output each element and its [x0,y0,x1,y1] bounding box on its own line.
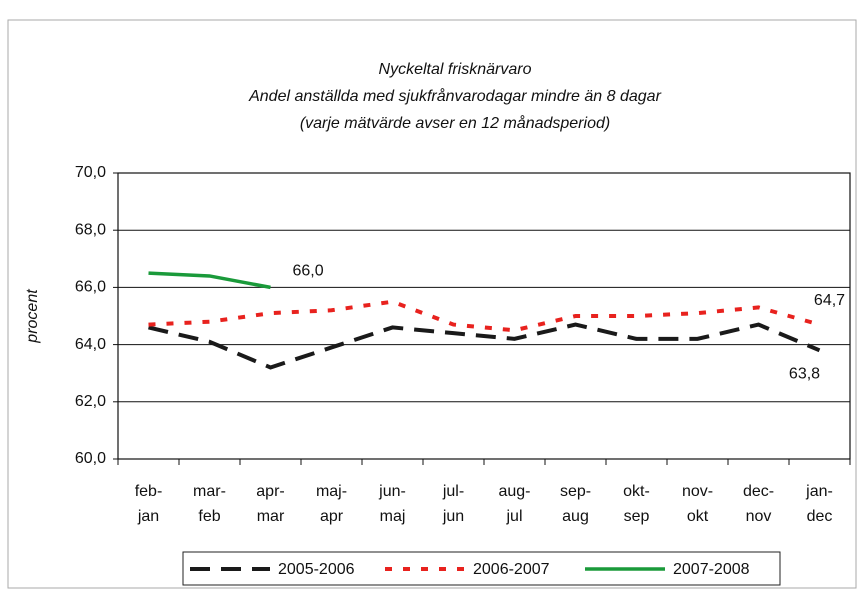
legend-label: 2007-2008 [673,561,750,578]
x-tick-label: jun- maj [379,483,406,525]
legend-box [182,551,781,586]
x-tick-label: aug- jul [498,483,531,525]
series-line [148,271,271,290]
x-tick-label: nov- okt [681,483,714,525]
chart-note: (varje mätvärde avser en 12 månadsperiod… [300,114,610,132]
y-tick-label: 64,0 [75,336,106,353]
series-line [148,322,821,370]
y-axis-label: procent [24,289,41,344]
x-tick-label: apr- mar [256,483,285,525]
x-tick-label: maj- apr [315,483,348,525]
series-line [148,299,821,333]
x-tick-label: mar- feb [193,483,226,525]
y-tick-label: 62,0 [75,393,106,410]
chart-subtitle: Andel anställda med sjukfrånvarodagar mi… [248,87,661,105]
data-label: 63,8 [789,366,820,383]
x-tick-label: jul- jun [442,483,465,525]
x-tick-label: okt- sep [623,483,650,525]
y-tick-label: 70,0 [75,164,106,181]
chart-frame [7,19,857,589]
x-tick-label: sep- aug [559,483,592,525]
legend-label: 2006-2007 [473,561,550,578]
y-tick-label: 66,0 [75,279,106,296]
data-label: 66,0 [293,263,324,280]
chart-title: Nyckeltal frisknärvaro [379,61,532,78]
x-tick-label: dec- nov [742,483,775,525]
x-tick-label: jan- dec [806,483,833,525]
data-label: 64,7 [814,292,845,309]
legend-label: 2005-2006 [278,561,355,578]
y-tick-label: 60,0 [75,450,106,467]
y-tick-label: 68,0 [75,221,106,238]
x-tick-label: feb- jan [134,483,163,525]
